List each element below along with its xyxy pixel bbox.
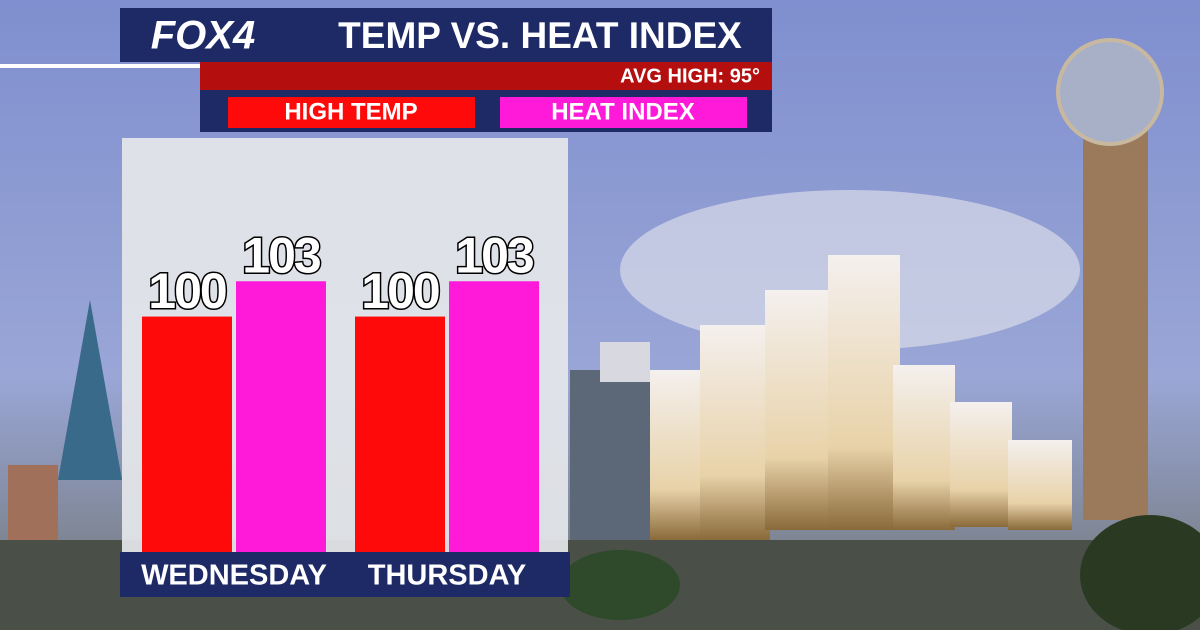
value-label: 100 [361,263,439,319]
chart-subtitle: AVG HIGH: 95° [620,65,760,87]
category-bar [120,552,570,597]
legend: HIGH TEMP HEAT INDEX [228,97,747,128]
chart-title: TEMP VS. HEAT INDEX [338,15,742,56]
header-bar [120,8,772,62]
value-label: 103 [455,227,533,283]
legend-label: HIGH TEMP [284,98,417,125]
legend-label: HEAT INDEX [551,98,695,125]
subtitle-bar [200,62,772,90]
value-label: 100 [148,263,226,319]
brand-logo: FOX4 [151,14,255,58]
legend-swatch [500,97,747,128]
bar [236,281,326,552]
bar [355,316,445,552]
value-label: 103 [242,227,320,283]
plot-area: 100 103 100 103 [142,226,539,552]
x-tick-label: THURSDAY [368,560,526,592]
bar [449,281,539,552]
x-tick-label: WEDNESDAY [141,560,327,592]
legend-swatch [228,97,475,128]
bar [142,316,232,552]
